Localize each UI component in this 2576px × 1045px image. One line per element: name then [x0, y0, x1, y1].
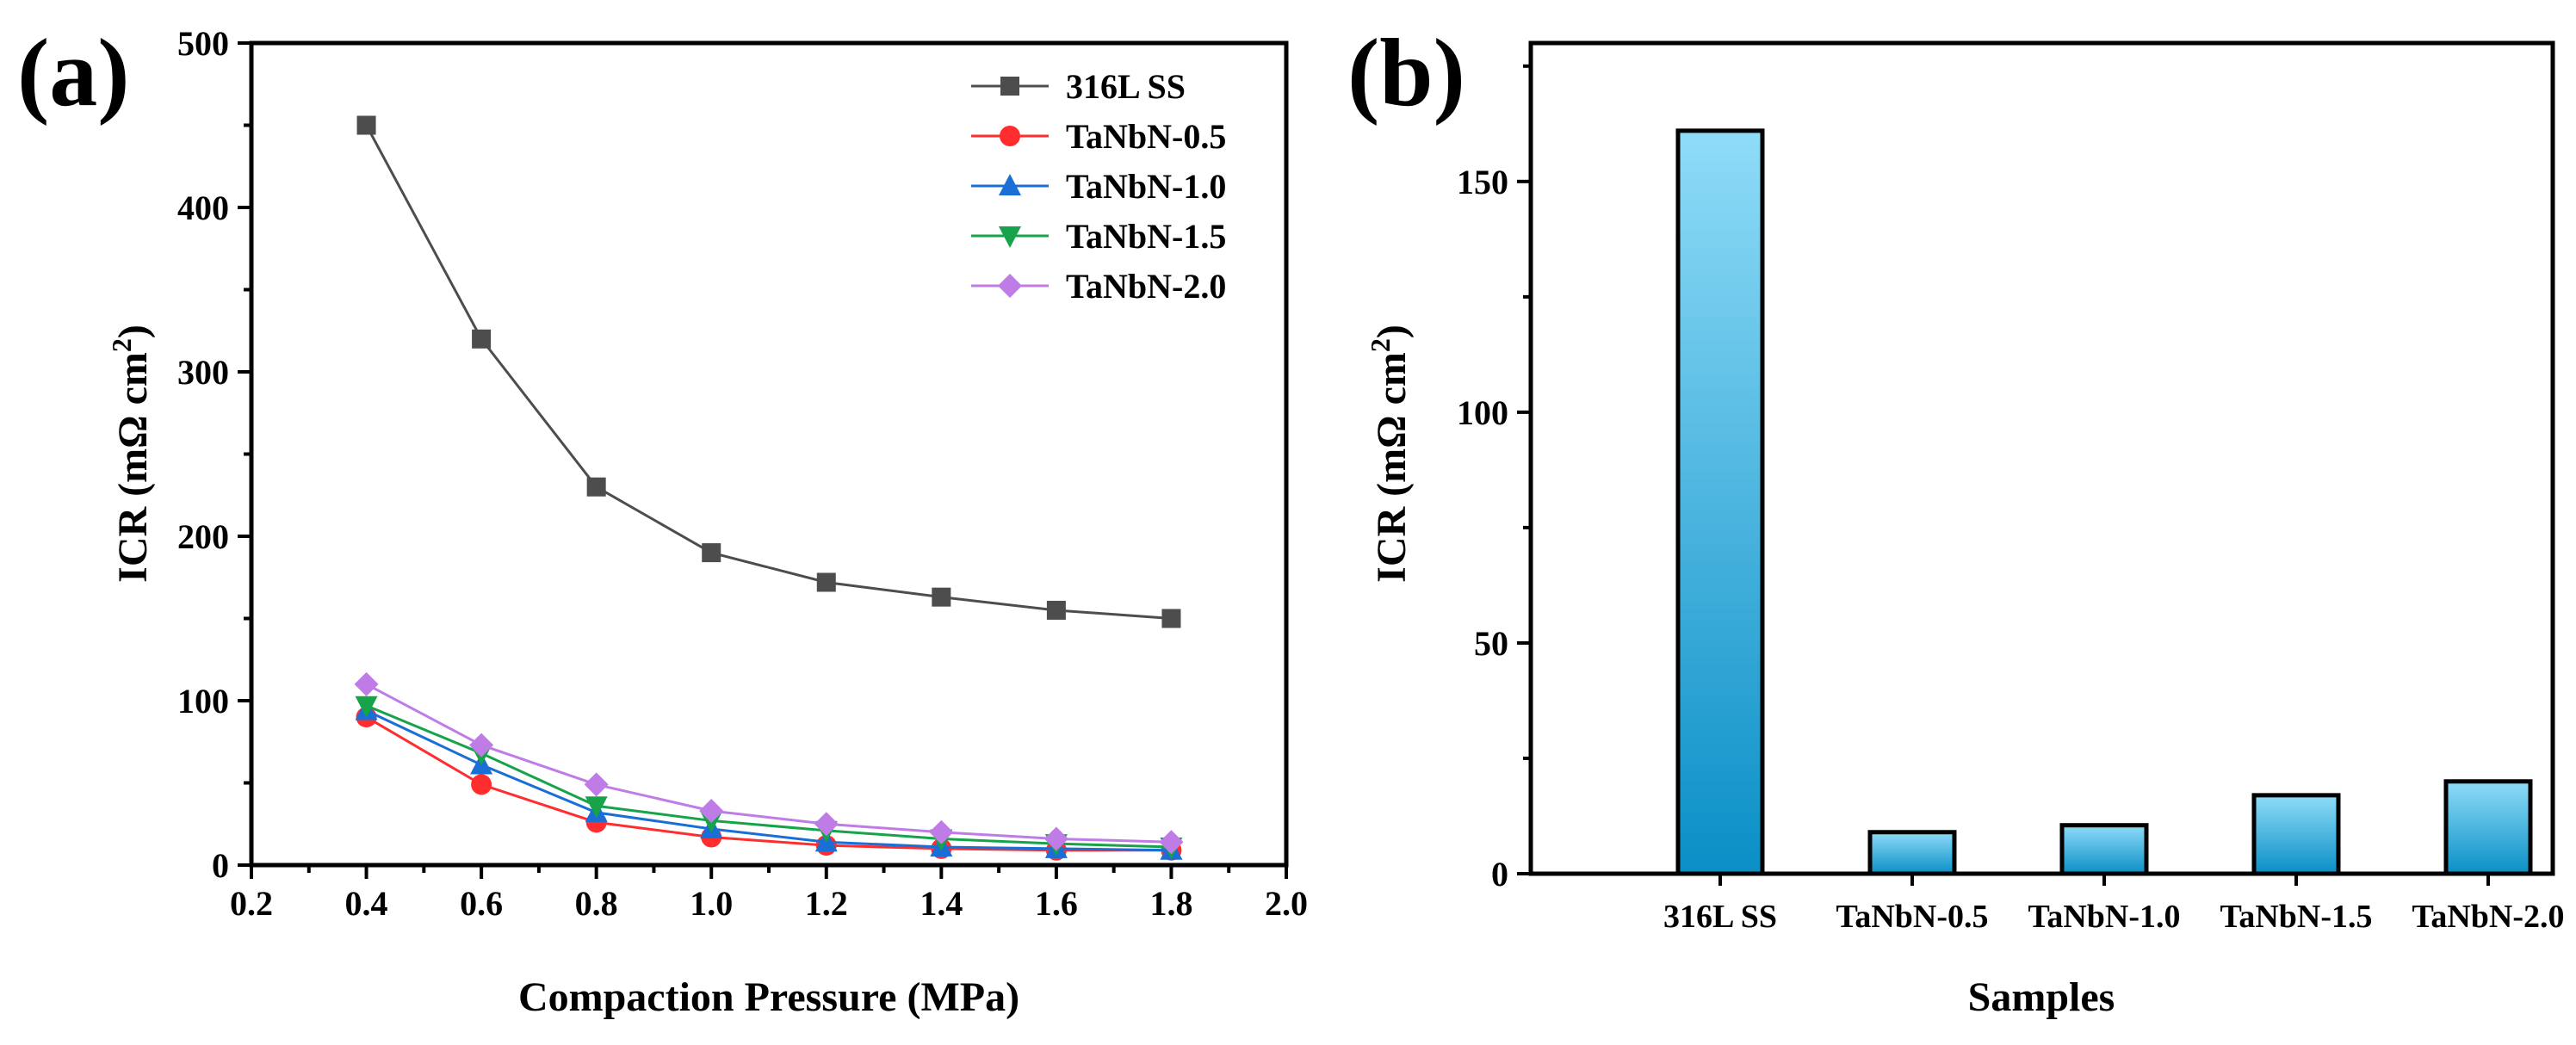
- panel-a-y-axis-title: ICR (mΩ cm2): [106, 325, 156, 583]
- panel-b-bars: 316L SS TaNbN-0.5 TaNbN-1.0 TaNbN-1.5 TaNbN-…: [1663, 128, 2565, 935]
- y-tick-label: 300: [177, 353, 229, 392]
- series-line-tanbn-1-0: [365, 709, 1172, 852]
- data-point-316l-ss: [1161, 609, 1181, 628]
- data-point-tanbn-2-0: [1043, 826, 1068, 851]
- bar-tanbn-0-5: [1867, 830, 1957, 876]
- legend-item-tanbn-2-0: TaNbN-2.0: [971, 267, 1226, 306]
- legend-label: TaNbN-1.0: [1066, 167, 1226, 206]
- data-point-tanbn-0-5: [471, 774, 492, 795]
- x-category-label: TaNbN-0.5: [1836, 899, 1988, 935]
- y-tick-label: 100: [177, 682, 229, 720]
- data-point-316l-ss: [472, 329, 492, 349]
- legend-label: TaNbN-0.5: [1066, 117, 1226, 156]
- data-point-tanbn-2-0: [354, 671, 379, 696]
- legend-item-tanbn-1-5: TaNbN-1.5: [971, 217, 1226, 256]
- series-line-tanbn-2-0: [365, 683, 1172, 844]
- panel-b-y-axis-title: ICR (mΩ cm2): [1365, 325, 1415, 583]
- x-tick-label: 1.2: [805, 884, 848, 923]
- panel-a-legend: 316L SS TaNbN-0.5 TaNbN-1.0 TaNbN-1.5 TaNbN-…: [971, 67, 1226, 306]
- data-point-tanbn-2-0: [1159, 830, 1184, 855]
- x-tick-label: 1.8: [1149, 884, 1192, 923]
- x-tick-label: 1.4: [920, 884, 963, 923]
- legend-label: 316L SS: [1066, 67, 1186, 106]
- y-tick-label: 100: [1457, 393, 1508, 432]
- legend-marker: [1000, 126, 1020, 146]
- bar-tanbn-2-0: [2443, 779, 2533, 876]
- y-tick-label: 0: [1491, 855, 1508, 894]
- series-line-tanbn-0-5: [365, 715, 1172, 852]
- x-tick-label: 0.4: [345, 884, 388, 923]
- bar-tanbn-1-0: [2059, 823, 2149, 876]
- x-tick-label: 1.6: [1035, 884, 1078, 923]
- data-point-tanbn-2-0: [929, 819, 954, 844]
- data-point-tanbn-2-0: [814, 812, 839, 837]
- data-point-tanbn-2-0: [469, 733, 494, 757]
- panel-b-plot-frame: [1528, 40, 2555, 876]
- panel-b-y-ticks: 0 50 100 150: [1457, 64, 1531, 894]
- data-point-tanbn-1-5: [585, 796, 608, 819]
- legend-marker: [999, 174, 1021, 195]
- panel-a-label: (a): [17, 20, 130, 127]
- panel-a-y-ticks: 0 100 200 300 400 500: [177, 24, 251, 885]
- x-category-label: TaNbN-1.0: [2028, 899, 2180, 935]
- y-tick-label: 50: [1474, 624, 1508, 663]
- x-category-label: 316L SS: [1663, 899, 1777, 935]
- data-point-316l-ss: [702, 543, 721, 563]
- series-line-316l-ss: [365, 124, 1172, 620]
- legend-item-tanbn-1-0: TaNbN-1.0: [971, 167, 1226, 206]
- panel-b-label: (b): [1347, 20, 1465, 127]
- panel-a-plot-frame: [249, 40, 1289, 868]
- legend-item-tanbn-0-5: TaNbN-0.5: [971, 117, 1226, 156]
- data-point-tanbn-2-0: [584, 772, 609, 797]
- panel-b-x-axis-title: Samples: [1968, 974, 2115, 1020]
- panel-a-series: [354, 115, 1184, 861]
- x-tick-label: 2.0: [1265, 884, 1308, 923]
- x-tick-label: 0.8: [575, 884, 618, 923]
- legend-marker: [998, 274, 1022, 298]
- panel-a: (a) 0 100 200 300 400 500 0.2 0.4 0.6 0.8 1.0 1.2 1…: [17, 20, 1308, 1020]
- bar-316l-ss: [1675, 128, 1765, 876]
- y-tick-label: 500: [177, 24, 229, 63]
- series-316l-ss: [356, 115, 1181, 628]
- x-tick-label: 1.0: [690, 884, 733, 923]
- x-tick-label: 0.2: [230, 884, 273, 923]
- legend-marker: [999, 226, 1021, 248]
- data-point-316l-ss: [586, 477, 606, 497]
- panel-a-x-ticks: 0.2 0.4 0.6 0.8 1.0 1.2 1.4 1.6 1.8 2.0: [230, 865, 1308, 923]
- panel-b: (b) 0 50 100 150 316L SS TaNbN-0.5 TaNbN-1.0 T…: [1347, 20, 2565, 1020]
- x-category-label: TaNbN-2.0: [2412, 899, 2564, 935]
- y-tick-label: 150: [1457, 163, 1508, 201]
- legend-label: TaNbN-1.5: [1066, 217, 1226, 256]
- panel-a-x-axis-title: Compaction Pressure (MPa): [518, 974, 1019, 1020]
- legend-marker: [1000, 77, 1019, 96]
- y-tick-label: 200: [177, 517, 229, 556]
- y-tick-label: 0: [212, 846, 229, 885]
- data-point-316l-ss: [816, 572, 836, 592]
- y-tick-label: 400: [177, 189, 229, 227]
- series-tanbn-2-0: [354, 671, 1184, 855]
- data-point-316l-ss: [932, 587, 951, 607]
- data-point-316l-ss: [356, 115, 376, 135]
- legend-item-316l-ss: 316L SS: [971, 67, 1186, 106]
- data-point-tanbn-1-5: [355, 696, 378, 718]
- x-tick-label: 0.6: [460, 884, 503, 923]
- data-point-316l-ss: [1046, 600, 1066, 620]
- bar-tanbn-1-5: [2251, 793, 2341, 876]
- legend-label: TaNbN-2.0: [1066, 267, 1226, 306]
- x-category-label: TaNbN-1.5: [2220, 899, 2372, 935]
- data-point-tanbn-2-0: [699, 798, 724, 823]
- series-line-tanbn-1-5: [365, 704, 1172, 849]
